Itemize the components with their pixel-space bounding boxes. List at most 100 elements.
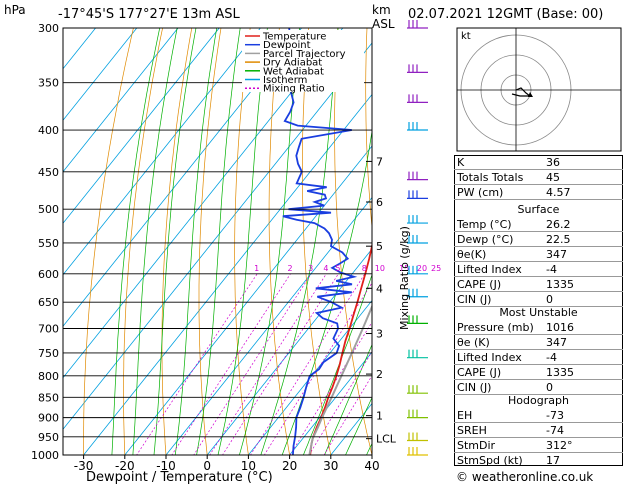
km-tick-label: 1	[376, 410, 383, 423]
wet-adiabat-line	[132, 28, 178, 455]
most-unstable-title: Most Unstable	[499, 306, 578, 319]
km-tick-label: 3	[376, 328, 383, 341]
wet-adiabat-line	[217, 28, 268, 455]
legend-label: Mixing Ratio	[263, 84, 325, 95]
hodo-row-stmspd: StmSpd (kt) 17	[457, 454, 560, 467]
isotherm-line	[247, 299, 372, 455]
x-tick-label: 10	[241, 459, 256, 473]
hodo-row-stmdir: StmDir 312°	[454, 438, 623, 453]
hodograph-unit-label: kt	[461, 31, 471, 42]
mixing-ratio-line	[136, 273, 258, 455]
dry-adiabat-line	[365, 28, 372, 231]
mixing-ratio-line	[308, 351, 372, 455]
copyright-text: © weatheronline.co.uk	[456, 470, 594, 484]
mixing-ratio-label: 2	[288, 264, 293, 273]
km-tick-label: 6	[376, 196, 383, 209]
dry-adiabat-line	[234, 28, 251, 455]
pressure-tick-label: 1000	[31, 449, 59, 462]
legend-label: Dry Adiabat	[263, 58, 322, 69]
isotherm-line	[63, 28, 220, 224]
x-tick-label: -20	[115, 459, 135, 473]
wet-adiabat-line	[196, 28, 241, 455]
dry-adiabat-line	[268, 28, 290, 455]
isotherm-line	[289, 351, 372, 455]
km-tick-label: 2	[376, 368, 383, 381]
isotherm-line	[63, 28, 96, 70]
index-row-k: K 36	[454, 155, 623, 170]
x-tick-label: -30	[74, 459, 94, 473]
km-tick-label: 4	[376, 282, 383, 295]
mixing-ratio-line	[250, 273, 366, 455]
hodo-row-sreh: SREH -74	[454, 423, 623, 438]
legend-label: Wet Adiabat	[263, 66, 324, 77]
surface-row-temp: Temp (°C) 26.2	[454, 217, 623, 232]
pressure-tick-label: 600	[38, 268, 59, 281]
legend-label: Temperature	[262, 32, 326, 43]
surface-row-li: Lifted Index -4	[454, 262, 623, 277]
wet-adiabat-line	[345, 396, 372, 455]
mixing-ratio-label: 3	[308, 264, 313, 273]
wet-adiabat-line	[303, 273, 372, 455]
x-axis-title: Dewpoint / Temperature (°C)	[86, 470, 273, 485]
isotherm-line	[63, 42, 372, 430]
hodo-row-eh: EH -73	[454, 408, 623, 423]
mixing-ratio-line	[171, 273, 291, 455]
mu-row-pressure: Pressure (mb) 1016	[454, 320, 623, 335]
mu-row-li: Lifted Index -4	[454, 350, 623, 365]
asl-axis-title: ASL	[372, 17, 395, 31]
mixing-ratio-label: 8	[362, 264, 367, 273]
mu-row-thetae: θe (K) 347	[454, 335, 623, 350]
km-tick-label: 7	[376, 155, 383, 168]
isotherm-line	[165, 196, 372, 455]
mu-row-cape: CAPE (J) 1335	[454, 365, 623, 380]
mixing-ratio-label: 15	[399, 264, 409, 273]
series-dewpoint	[282, 28, 358, 455]
hodograph-table-title: Hodograph	[508, 394, 569, 407]
mixing-ratio-line	[323, 374, 372, 455]
pressure-tick-label: 300	[38, 22, 59, 35]
surface-row-thetae: θe(K) 347	[454, 247, 623, 262]
mu-row-cin: CIN (J) 0	[454, 380, 623, 395]
hodograph-plot	[456, 27, 622, 152]
legend-box	[242, 30, 364, 92]
pressure-tick-label: 550	[38, 237, 59, 250]
pressure-tick-label: 500	[38, 203, 59, 216]
index-row-pw: PW (cm) 4.57	[454, 185, 623, 200]
mixing-ratio-line	[193, 273, 312, 455]
mixing-ratio-label: 4	[323, 264, 328, 273]
pressure-tick-label: 400	[38, 124, 59, 137]
storm-motion-marker	[528, 92, 533, 97]
wet-adiabat-line	[324, 343, 372, 455]
hodograph-frame	[456, 27, 622, 152]
axis-marks: 1 2 3 4 5 8 10 15 20 2530035040045050055060065070…	[31, 22, 441, 473]
wet-adiabat-line	[239, 28, 300, 455]
wet-adiabat-line	[260, 28, 339, 455]
dry-adiabat-line	[161, 28, 193, 455]
wind-barbs	[407, 20, 428, 456]
pressure-tick-label: 350	[38, 77, 59, 90]
pressure-tick-label: 900	[38, 412, 59, 425]
isotherm-line	[63, 28, 138, 121]
hodograph-trace	[511, 87, 532, 97]
surface-row-cape: CAPE (J) 1335	[454, 277, 623, 292]
legend-label: Dewpoint	[263, 40, 311, 51]
index-row-totals: Totals Totals 45	[454, 170, 623, 185]
wet-adiabat-line	[281, 128, 372, 455]
pressure-tick-label: 950	[38, 431, 59, 444]
pressure-tick-label: 650	[38, 296, 59, 309]
dry-adiabat-line	[334, 28, 372, 455]
pressure-tick-label: 750	[38, 347, 59, 360]
km-axis-title: km	[372, 3, 391, 17]
surface-title: Surface	[517, 203, 560, 216]
mixing-ratio-label: 25	[431, 264, 441, 273]
x-tick-label: 40	[364, 459, 379, 473]
mixing-ratio-line	[222, 273, 339, 455]
mixing-ratio-label: 5	[335, 264, 340, 273]
wet-adiabat-line	[174, 28, 218, 455]
plot-frame	[62, 27, 373, 459]
x-tick-label: 30	[323, 459, 338, 473]
legend-label: Parcel Trajectory	[263, 49, 346, 60]
location-title: -17°45'S 177°27'E 13m ASL	[58, 7, 240, 22]
